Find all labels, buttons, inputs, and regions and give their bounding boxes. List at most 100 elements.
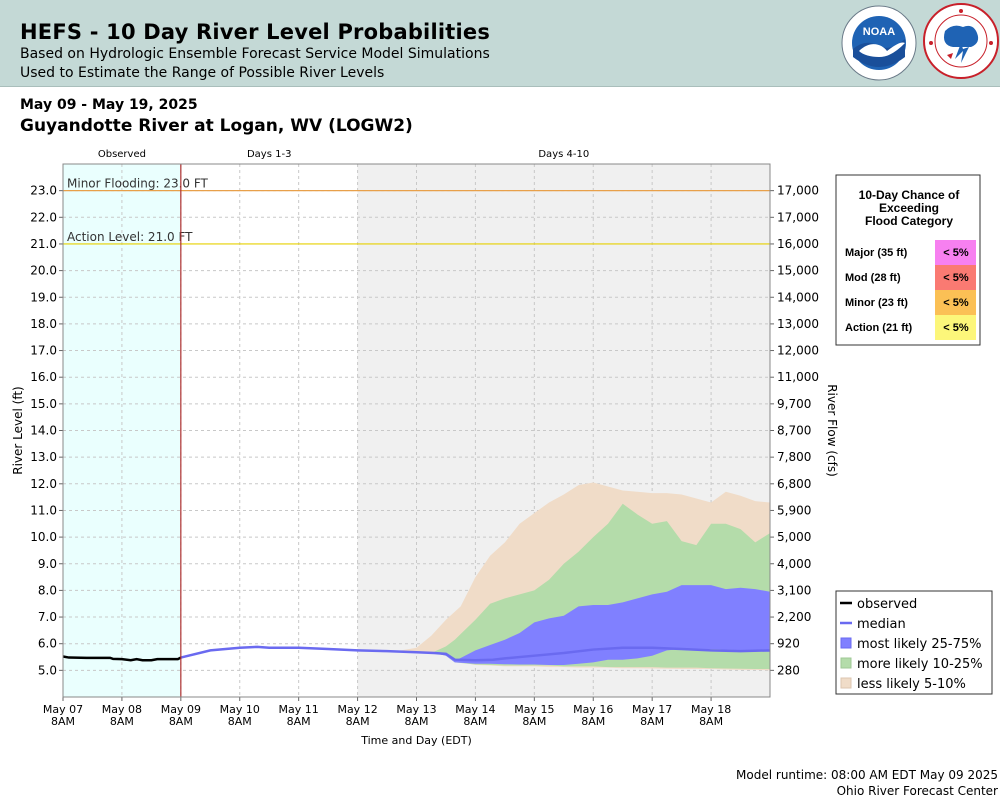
y-axis-title: River Level (ft) bbox=[11, 386, 25, 474]
banner-title: HEFS - 10 Day River Level Probabilities bbox=[20, 20, 491, 44]
y-tick-label: 20.0 bbox=[30, 264, 57, 278]
exceedance-value: < 5% bbox=[943, 272, 969, 284]
x-tick-time: 8AM bbox=[581, 715, 605, 728]
y2-tick-label: 280 bbox=[777, 663, 800, 677]
x-tick-time: 8AM bbox=[228, 715, 252, 728]
y-tick-label: 14.0 bbox=[30, 424, 57, 438]
x-tick-day: May 11 bbox=[279, 703, 319, 716]
model-runtime: Model runtime: 08:00 AM EDT May 09 2025 bbox=[736, 768, 998, 782]
x-tick-day: May 16 bbox=[573, 703, 613, 716]
exceedance-category: Minor (23 ft) bbox=[845, 297, 908, 309]
legend-label: less likely 5-10% bbox=[857, 677, 966, 692]
y-tick-label: 23.0 bbox=[30, 184, 57, 198]
noaa-logo-text: NOAA bbox=[863, 26, 895, 38]
y2-tick-label: 12,000 bbox=[777, 344, 819, 358]
y-tick-label: 5.0 bbox=[38, 663, 57, 677]
section-label: Observed bbox=[98, 149, 146, 160]
exceedance-swatch bbox=[935, 265, 976, 290]
y-tick-label: 7.0 bbox=[38, 610, 57, 624]
y2-tick-label: 17,000 bbox=[777, 210, 819, 224]
y2-tick-label: 11,000 bbox=[777, 370, 819, 384]
date-range: May 09 - May 19, 2025 bbox=[20, 97, 198, 113]
observed-line bbox=[62, 655, 182, 662]
y-tick-label: 13.0 bbox=[30, 450, 57, 464]
y2-tick-label: 14,000 bbox=[777, 290, 819, 304]
y2-tick-label: 4,000 bbox=[777, 557, 811, 571]
banner-subtitle-2: Used to Estimate the Range of Possible R… bbox=[20, 65, 385, 81]
y2-tick-label: 920 bbox=[777, 637, 800, 651]
x-tick-day: May 15 bbox=[514, 703, 554, 716]
section-label: Days 4-10 bbox=[538, 149, 589, 160]
x-tick-time: 8AM bbox=[699, 715, 723, 728]
exceedance-title: Exceeding bbox=[879, 201, 939, 215]
x-tick-day: May 10 bbox=[220, 703, 260, 716]
noaa-logo: NOAA bbox=[841, 5, 917, 81]
legend-label: observed bbox=[857, 597, 917, 612]
y-tick-label: 15.0 bbox=[30, 397, 57, 411]
exceedance-value: < 5% bbox=[943, 297, 969, 309]
y2-tick-label: 2,200 bbox=[777, 610, 811, 624]
threshold-label: Action Level: 21.0 FT bbox=[67, 230, 193, 244]
x-tick-time: 8AM bbox=[640, 715, 664, 728]
forecast-center: Ohio River Forecast Center bbox=[836, 784, 998, 798]
y2-tick-label: 5,900 bbox=[777, 503, 811, 517]
exceedance-category: Major (35 ft) bbox=[845, 247, 908, 259]
x-tick-time: 8AM bbox=[463, 715, 487, 728]
legend-swatch bbox=[840, 637, 852, 649]
x-tick-day: May 07 bbox=[43, 703, 83, 716]
legend-label: most likely 25-75% bbox=[857, 637, 981, 652]
exceedance-swatch bbox=[935, 240, 976, 265]
x-tick-day: May 09 bbox=[161, 703, 201, 716]
threshold-label: Minor Flooding: 23.0 FT bbox=[67, 177, 209, 191]
legend-swatch bbox=[840, 677, 852, 689]
x-tick-time: 8AM bbox=[404, 715, 428, 728]
y-tick-label: 8.0 bbox=[38, 583, 57, 597]
x-tick-time: 8AM bbox=[522, 715, 546, 728]
y-tick-label: 9.0 bbox=[38, 557, 57, 571]
banner-subtitle-1: Based on Hydrologic Ensemble Forecast Se… bbox=[20, 46, 490, 62]
y-tick-label: 10.0 bbox=[30, 530, 57, 544]
y-tick-label: 6.0 bbox=[38, 637, 57, 651]
x-tick-time: 8AM bbox=[169, 715, 193, 728]
section-label: Days 1-3 bbox=[247, 149, 291, 160]
x-tick-day: May 18 bbox=[691, 703, 731, 716]
y-tick-label: 11.0 bbox=[30, 503, 57, 517]
x-tick-day: May 17 bbox=[632, 703, 672, 716]
y-tick-label: 19.0 bbox=[30, 290, 57, 304]
legend-label: median bbox=[857, 617, 906, 632]
exceedance-value: < 5% bbox=[943, 247, 969, 259]
y2-tick-label: 9,700 bbox=[777, 397, 811, 411]
legend-swatch bbox=[840, 657, 852, 669]
y2-tick-label: 5,000 bbox=[777, 530, 811, 544]
median-line bbox=[180, 645, 771, 662]
exceedance-title: Flood Category bbox=[865, 214, 953, 228]
x-tick-time: 8AM bbox=[287, 715, 311, 728]
header-banner: HEFS - 10 Day River Level Probabilities … bbox=[0, 0, 1000, 87]
x-tick-day: May 12 bbox=[337, 703, 377, 716]
legend-box bbox=[835, 590, 993, 695]
x-tick-day: May 14 bbox=[455, 703, 495, 716]
exceedance-category: Action (21 ft) bbox=[845, 322, 913, 334]
y-tick-label: 12.0 bbox=[30, 477, 57, 491]
y-tick-label: 18.0 bbox=[30, 317, 57, 331]
y2-tick-label: 7,800 bbox=[777, 450, 811, 464]
y2-tick-label: 15,000 bbox=[777, 264, 819, 278]
exceedance-category: Mod (28 ft) bbox=[845, 272, 901, 284]
exceedance-title: 10-Day Chance of bbox=[859, 188, 961, 202]
y-tick-label: 16.0 bbox=[30, 370, 57, 384]
x-tick-time: 8AM bbox=[110, 715, 134, 728]
y2-axis-title: River Flow (cfs) bbox=[825, 384, 839, 477]
page-title: Guyandotte River at Logan, WV (LOGW2) bbox=[20, 116, 413, 136]
legend-label: more likely 10-25% bbox=[857, 657, 983, 672]
y-tick-label: 21.0 bbox=[30, 237, 57, 251]
y-tick-label: 17.0 bbox=[30, 344, 57, 358]
y2-tick-label: 16,000 bbox=[777, 237, 819, 251]
x-tick-day: May 08 bbox=[102, 703, 142, 716]
y2-tick-label: 6,800 bbox=[777, 477, 811, 491]
y2-tick-label: 13,000 bbox=[777, 317, 819, 331]
x-tick-day: May 13 bbox=[396, 703, 436, 716]
y-tick-label: 22.0 bbox=[30, 210, 57, 224]
plot-border bbox=[62, 163, 771, 698]
x-axis-title: Time and Day (EDT) bbox=[360, 734, 472, 747]
